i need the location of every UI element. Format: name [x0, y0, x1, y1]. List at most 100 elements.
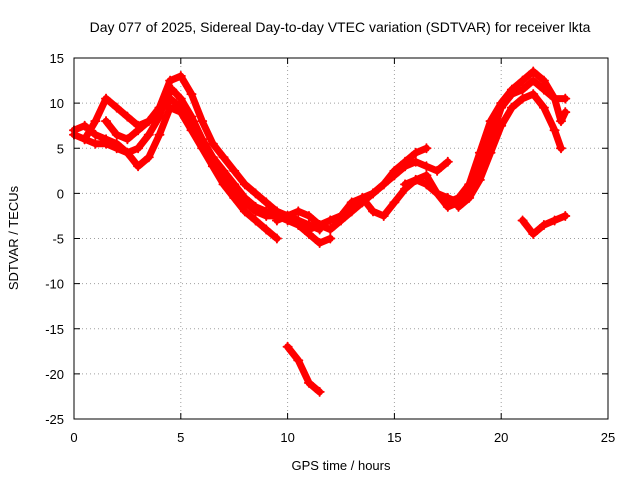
data-point-marker — [378, 179, 389, 190]
data-point-marker — [421, 143, 432, 154]
data-point-marker — [207, 138, 218, 149]
data-point-marker — [517, 75, 528, 86]
data-point-marker — [154, 107, 165, 118]
data-point-marker — [261, 197, 272, 208]
data-point-marker — [79, 134, 90, 145]
data-point-marker — [549, 93, 560, 104]
data-point-marker — [314, 386, 325, 397]
data-point-marker — [453, 192, 464, 203]
series-arc-9 — [442, 66, 571, 208]
data-point-marker — [229, 183, 240, 194]
data-point-marker — [314, 219, 325, 230]
y-tick-label: 10 — [50, 96, 64, 111]
data-point-marker — [560, 107, 571, 118]
data-point-marker — [122, 147, 133, 158]
series-arc-12 — [282, 341, 325, 397]
data-point-marker — [303, 224, 314, 235]
data-point-marker — [229, 165, 240, 176]
data-point-marker — [165, 75, 176, 86]
data-point-marker — [517, 215, 528, 226]
data-point-marker — [143, 129, 154, 140]
data-point-marker — [538, 219, 549, 230]
data-point-marker — [432, 165, 443, 176]
y-tick-label: 5 — [57, 141, 64, 156]
y-tick-label: -20 — [45, 367, 64, 382]
data-point-marker — [250, 215, 261, 226]
data-point-marker — [549, 125, 560, 136]
data-point-marker — [197, 138, 208, 149]
data-point-marker — [101, 116, 112, 127]
data-point-marker — [239, 179, 250, 190]
series-arc-10 — [453, 89, 567, 212]
data-point-marker — [314, 238, 325, 249]
series-trace — [455, 90, 565, 211]
data-point-marker — [143, 152, 154, 163]
data-point-marker — [207, 156, 218, 167]
data-point-marker — [357, 192, 368, 203]
data-point-marker — [538, 75, 549, 86]
x-tick-label: 15 — [387, 430, 401, 445]
data-point-marker — [165, 93, 176, 104]
data-point-marker — [556, 116, 567, 127]
x-axis-label: GPS time / hours — [292, 458, 391, 473]
data-point-marker — [506, 84, 517, 95]
data-point-marker — [197, 116, 208, 127]
y-tick-label: 15 — [50, 51, 64, 66]
data-point-marker — [122, 134, 133, 145]
data-point-marker — [528, 89, 539, 100]
data-point-marker — [410, 156, 421, 167]
series-arc-6 — [303, 156, 453, 235]
data-point-marker — [496, 98, 507, 109]
data-point-marker — [261, 224, 272, 235]
data-point-marker — [325, 233, 336, 244]
data-point-marker — [538, 102, 549, 113]
data-point-marker — [464, 179, 475, 190]
x-tick-label: 10 — [280, 430, 294, 445]
data-point-marker — [282, 210, 293, 221]
data-point-marker — [336, 210, 346, 221]
data-point-marker — [79, 120, 90, 131]
data-point-marker — [517, 93, 528, 104]
data-point-marker — [122, 111, 133, 122]
data-point-marker — [528, 228, 539, 239]
data-point-marker — [506, 102, 517, 113]
data-point-marker — [442, 156, 453, 167]
y-axis-label: SDTVAR / TECUs — [6, 185, 21, 290]
data-point-marker — [261, 210, 272, 221]
x-tick-label: 20 — [494, 430, 508, 445]
data-point-marker — [250, 206, 261, 217]
x-tick-label: 0 — [70, 430, 77, 445]
data-point-marker — [378, 210, 389, 221]
data-point-marker — [560, 93, 571, 104]
series-trace — [401, 77, 569, 206]
data-point-marker — [271, 215, 282, 226]
data-point-marker — [143, 116, 154, 127]
series-arc-11 — [517, 210, 571, 239]
series-arc-4 — [101, 93, 336, 249]
data-point-marker — [368, 188, 379, 199]
data-point-marker — [442, 197, 453, 208]
data-point-marker — [101, 93, 112, 104]
y-tick-label: 0 — [57, 186, 64, 201]
data-point-marker — [175, 93, 186, 104]
data-point-marker — [154, 129, 165, 140]
series-trace — [444, 68, 569, 206]
data-point-marker — [282, 341, 293, 352]
plot-frame — [73, 57, 609, 420]
data-point-marker — [303, 210, 314, 221]
data-point-marker — [325, 215, 336, 226]
data-point-marker — [474, 174, 485, 185]
data-point-marker — [556, 143, 567, 154]
series-trace — [81, 72, 292, 220]
data-point-marker — [485, 116, 496, 127]
data-point-marker — [346, 197, 357, 208]
data-point-marker — [239, 197, 250, 208]
data-point-marker — [111, 138, 122, 149]
data-point-marker — [389, 170, 400, 181]
series-trace — [70, 104, 281, 242]
data-point-marker — [421, 161, 432, 172]
data-point-marker — [293, 219, 304, 230]
data-point-marker — [111, 102, 122, 113]
data-point-marker — [133, 125, 144, 136]
